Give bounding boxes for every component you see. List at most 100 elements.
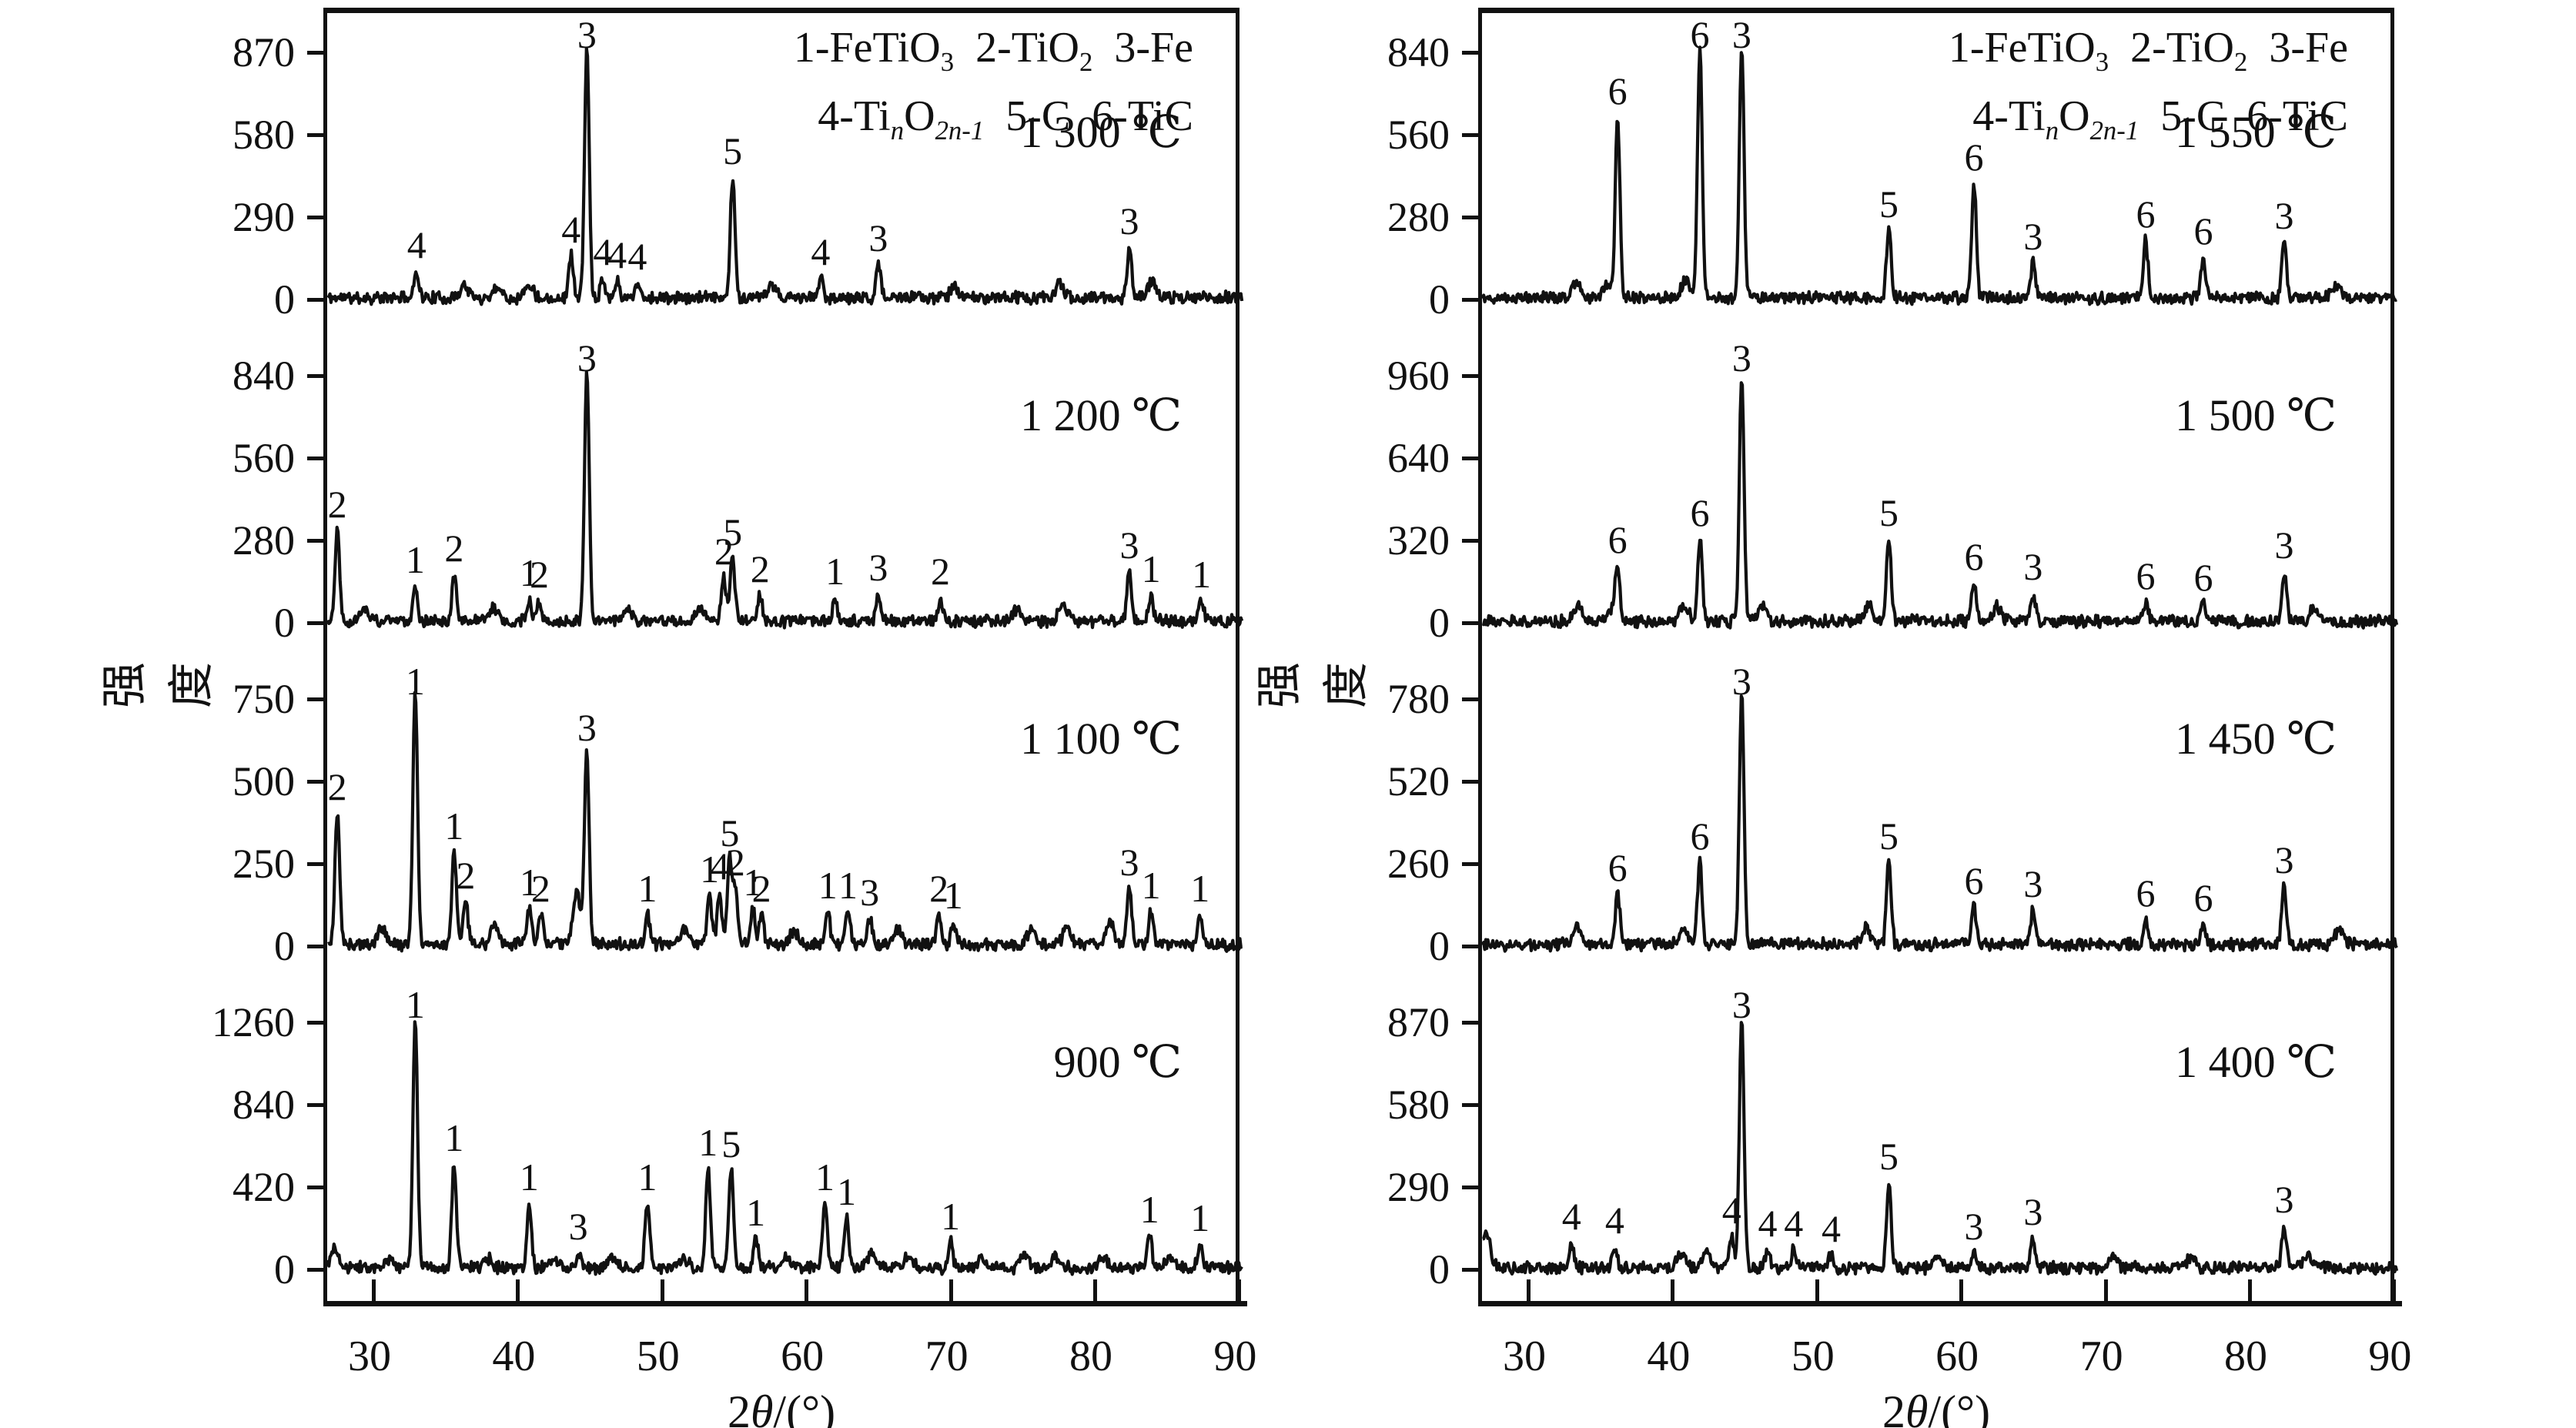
peak-label-2: 2: [725, 841, 745, 885]
peak-label-4: 4: [1784, 1202, 1804, 1246]
x-tick-label: 50: [1791, 1333, 1835, 1380]
y-tick-label: 260: [1387, 841, 1450, 887]
y-tick-label: 780: [1387, 676, 1450, 722]
xrd-trace-1300C: [326, 46, 1244, 306]
y-tick: [1462, 1103, 1482, 1107]
peak-label-6: 6: [1690, 491, 1710, 534]
y-tick: [307, 1103, 327, 1107]
temperature-label: 900 ℃: [1053, 1037, 1182, 1087]
y-tick: [307, 945, 327, 948]
peak-label-6: 6: [1607, 518, 1628, 562]
x-tick-label: 90: [1213, 1333, 1257, 1380]
y-tick: [307, 621, 327, 625]
text-segment: 5-C 6-TiC: [2139, 92, 2348, 141]
y-tick: [307, 133, 327, 137]
peak-label-1: 1: [746, 1190, 766, 1234]
y-tick-label: 840: [1387, 29, 1450, 75]
x-axis-label: 2θ/(°): [1775, 1386, 2098, 1428]
x-tick-label: 90: [2368, 1333, 2412, 1380]
legend-line: 4-TinO2n-1 5-C 6-TiC: [1949, 89, 2348, 158]
trace-line: [1482, 1021, 2399, 1276]
text-segment: n: [2045, 115, 2059, 146]
peak-label-6: 6: [1607, 846, 1628, 890]
x-tick: [1526, 1279, 1531, 1301]
temperature-label: 1 450 ℃: [2175, 714, 2337, 764]
peak-label-1: 1: [1139, 1187, 1159, 1231]
x-tick-label: 70: [925, 1333, 969, 1380]
peak-label-4: 4: [627, 234, 647, 278]
peak-label-2: 2: [327, 482, 347, 526]
peak-label-1: 1: [444, 1115, 464, 1159]
peak-label-4: 4: [710, 844, 730, 888]
x-tick-label: 60: [1935, 1333, 1979, 1380]
peak-label-2: 2: [714, 529, 734, 573]
text-segment: θ: [750, 1386, 774, 1428]
trace-line: [1480, 45, 2397, 306]
x-tick: [2247, 1279, 2252, 1301]
y-tick-label: 0: [1429, 600, 1450, 646]
y-tick: [307, 1186, 327, 1189]
text-segment: O: [904, 92, 935, 141]
y-tick-label: 0: [1429, 923, 1450, 969]
y-tick: [1462, 298, 1482, 302]
peak-label-1: 1: [519, 860, 539, 904]
text-segment: 3: [940, 47, 955, 78]
text-segment: 5-C 6-TiC: [984, 92, 1193, 141]
peak-label-6: 6: [2136, 553, 2156, 597]
peak-label-3: 3: [2023, 1190, 2043, 1234]
peak-label-5: 5: [1878, 1135, 1899, 1179]
temperature-label: 1 400 ℃: [2175, 1037, 2337, 1087]
peak-label-1: 1: [943, 874, 963, 918]
peak-label-4: 4: [1822, 1207, 1841, 1251]
peak-label-1: 1: [1192, 553, 1212, 597]
peak-label-6: 6: [2193, 555, 2213, 599]
peak-label-3: 3: [2274, 523, 2294, 567]
text-segment: 3-Fe: [1092, 24, 1193, 72]
peak-label-6: 6: [2193, 876, 2213, 920]
peak-label-6: 6: [1964, 534, 1984, 578]
peak-label-1: 1: [941, 1194, 961, 1238]
y-tick-label: 0: [274, 600, 295, 646]
temperature-label: 1 550 ℃: [2175, 107, 2337, 157]
trace-line: [326, 1020, 1243, 1276]
x-tick: [1092, 1279, 1097, 1301]
xrd-trace-1100C: [327, 691, 1243, 953]
peak-label-3: 3: [2274, 838, 2294, 881]
peak-label-1: 1: [743, 860, 763, 904]
temperature-label: 1 100 ℃: [1020, 714, 1182, 764]
y-tick: [307, 298, 327, 302]
y-tick-label: 960: [1387, 353, 1450, 399]
peak-label-1: 1: [1141, 864, 1161, 908]
trace-line: [327, 691, 1243, 953]
peak-label-6: 6: [2193, 209, 2213, 252]
y-tick: [307, 374, 327, 378]
y-tick: [307, 216, 327, 219]
y-tick: [1462, 133, 1482, 137]
peak-label-4: 4: [1561, 1194, 1581, 1238]
peak-label-4: 4: [406, 222, 427, 266]
x-axis-label: 2θ/(°): [620, 1386, 943, 1428]
y-tick-label: 280: [233, 517, 295, 564]
y-tick-label: 0: [1429, 276, 1450, 323]
y-tick-label: 560: [233, 435, 295, 481]
peak-label-3: 3: [1731, 660, 1751, 703]
trace-line: [1481, 381, 2399, 630]
y-tick-label: 560: [1387, 112, 1450, 158]
y-tick: [307, 456, 327, 460]
x-tick: [371, 1279, 376, 1301]
y-tick: [1462, 456, 1482, 460]
x-tick-label: 60: [781, 1333, 825, 1380]
peak-label-1: 1: [837, 1170, 857, 1214]
text-segment: 2: [2233, 47, 2248, 78]
y-tick: [307, 697, 327, 701]
y-axis-label: 强度: [99, 657, 217, 708]
y-tick: [307, 51, 327, 55]
peak-label-5: 5: [1878, 491, 1899, 534]
text-segment: O: [2059, 92, 2090, 141]
y-tick-label: 1260: [212, 999, 295, 1045]
x-tick-label: 50: [636, 1333, 680, 1380]
peak-label-1: 1: [519, 551, 539, 595]
peak-label-2: 2: [750, 547, 770, 590]
peak-label-3: 3: [1119, 841, 1139, 885]
peak-label-4: 4: [561, 207, 581, 251]
